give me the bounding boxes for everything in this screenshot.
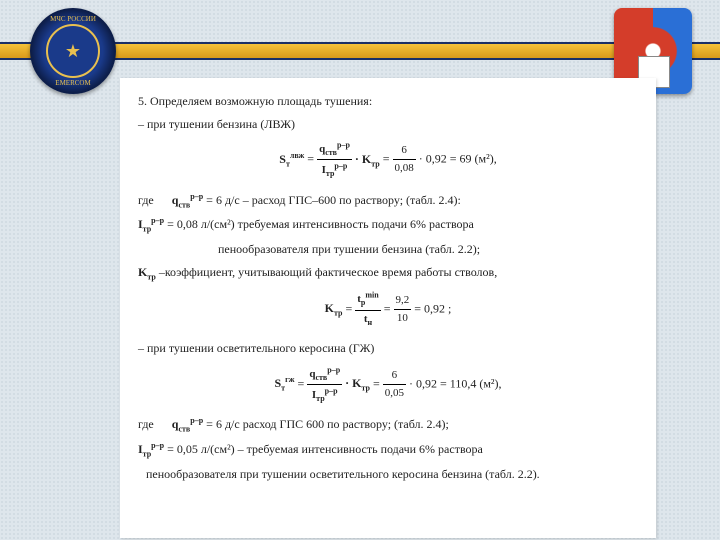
emblem-bottom-text: EMERCOM [55,79,90,87]
emblem-top-text: МЧС РОССИИ [50,15,96,23]
formula-3: Sтгж = qствр–р Iтрр–р · Kтр = 6 0,05 · 0… [138,364,638,405]
line-7: – при тушении осветительного керосина (Г… [138,339,638,358]
line-5: пенообразователя при тушении бензина (та… [138,240,638,259]
line-2: – при тушении бензина (ЛВЖ) [138,115,638,134]
emblem-star-icon: ★ [46,24,100,78]
line-1: 5. Определяем возможную площадь тушения: [138,92,638,111]
line-8: где qствр–р = 6 д/с расход ГПС 600 по ра… [138,415,638,436]
line-3: где qствр–р = 6 д/с – расход ГПС–600 по … [138,191,638,212]
emblem-mchs: МЧС РОССИИ ★ EMERCOM [30,8,116,94]
document-body: 5. Определяем возможную площадь тушения:… [120,78,656,538]
line-4: Iтрр–р = 0,08 л/(см²) требуемая интенсив… [138,215,638,236]
formula-1: Sтлвж = qствр–р Iтрр–р · Kтр = 6 0,08 · … [138,139,638,180]
formula-2: Kтр = tрmin tн = 9,2 10 = 0,92 ; [138,290,638,330]
line-10: пенообразователя при тушении осветительн… [138,465,638,484]
line-9: Iтрр–р = 0,05 л/(см²) – требуемая интенс… [138,440,638,461]
line-6: Kтр –коэффициент, учитывающий фактическо… [138,263,638,284]
